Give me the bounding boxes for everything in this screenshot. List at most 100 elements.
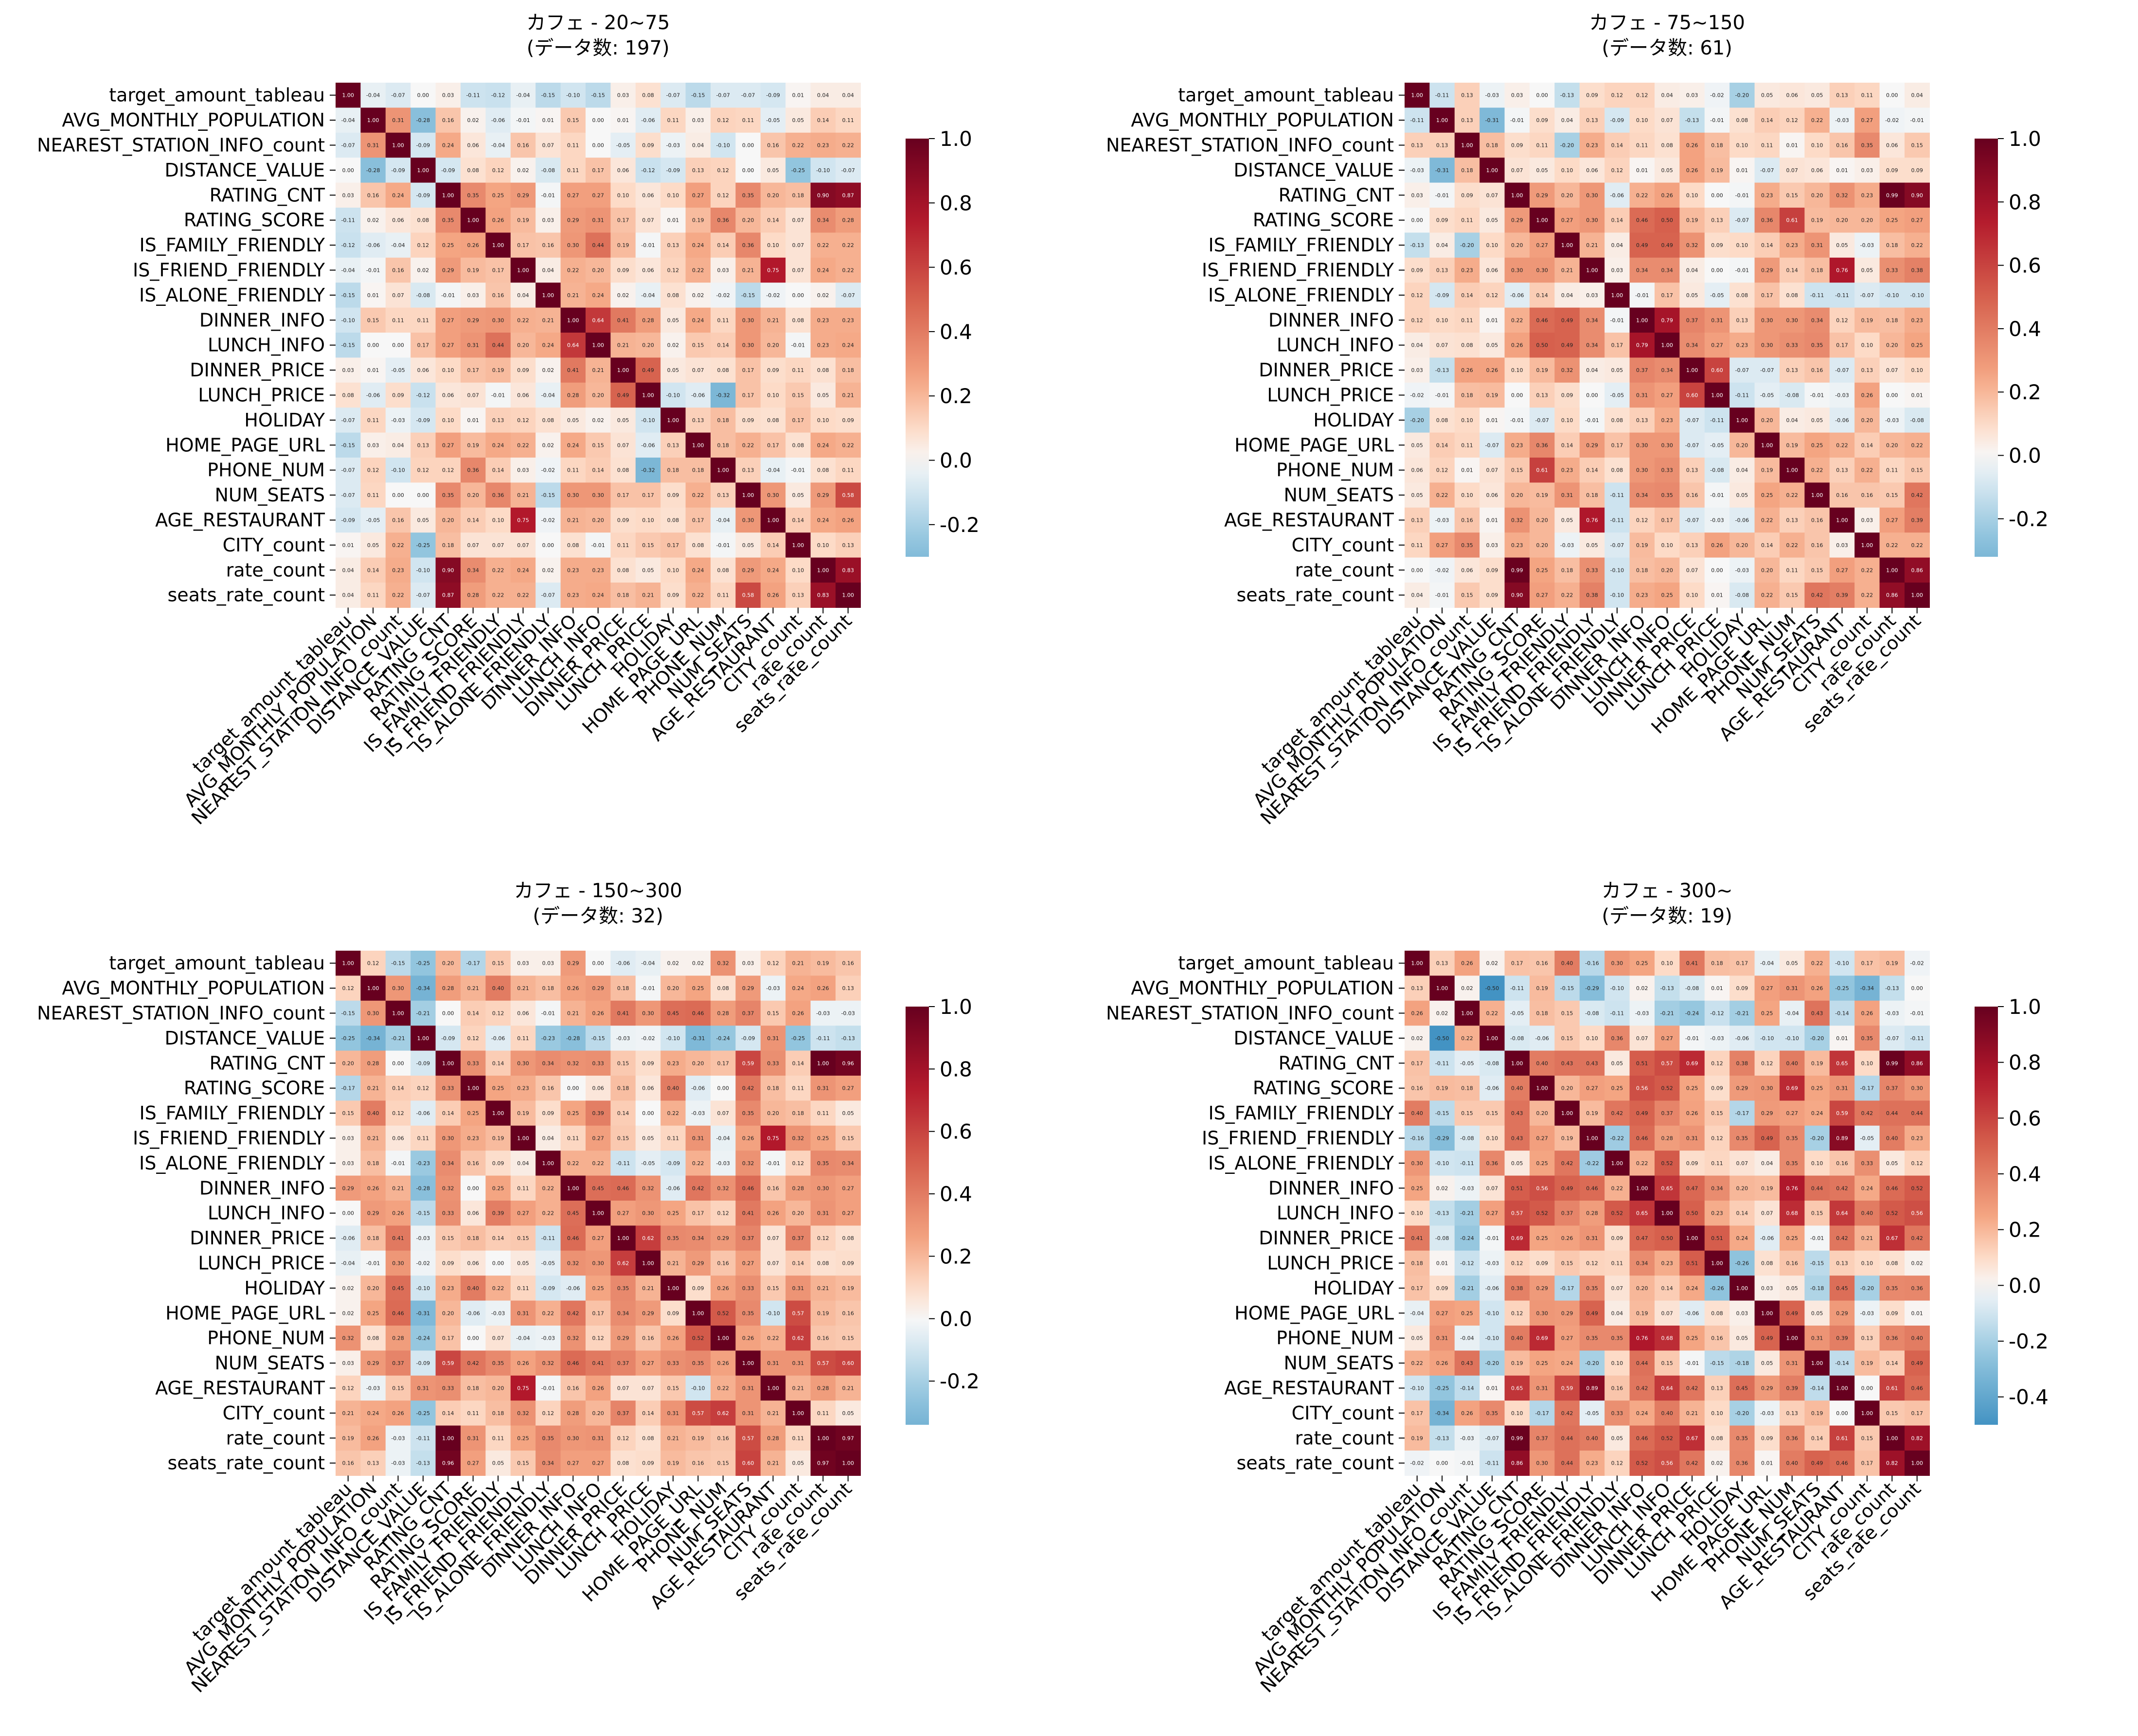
heatmap-cell [1479,1250,1505,1276]
cell-value-label: 0.09 [1436,1285,1448,1292]
heatmap-cell [385,83,411,108]
cell-value-label: 0.20 [1736,542,1748,549]
cell-value-label: 0.01 [792,92,804,99]
cell-value-label: 0.76 [1586,517,1598,524]
heatmap-cell [1405,1250,1430,1276]
heatmap-cell [660,1026,686,1051]
heatmap-cell [1530,1250,1555,1276]
cell-value-label: 0.14 [592,467,604,474]
cell-value-label: 0.47 [1686,1185,1698,1191]
cell-value-label: 0.29 [1511,217,1523,224]
cell-value-label: 0.29 [717,1235,729,1241]
heatmap-cell [635,107,661,133]
heatmap-cell [1829,283,1855,308]
heatmap-cell [435,583,461,608]
heatmap-cell [510,1250,536,1276]
heatmap-cell [735,458,761,483]
heatmap-cell [1854,1350,1880,1376]
heatmap-cell [1579,1326,1605,1351]
heatmap-cell [1454,975,1480,1001]
y-tick-label: PHONE_NUM [207,460,325,481]
cell-value-label: -0.09 [341,517,355,524]
cell-value-label: 0.00 [392,1060,404,1066]
cell-value-label: 0.28 [1661,1135,1673,1142]
heatmap-cell [410,1400,436,1426]
cell-value-label: 1.00 [1911,592,1923,599]
heatmap-cell [1479,432,1505,458]
heatmap-cell [1679,1275,1705,1301]
heatmap-cell [735,1375,761,1401]
cell-value-label: 0.00 [1411,217,1423,224]
heatmap-cell [1579,1026,1605,1051]
heatmap-cell [1879,432,1905,458]
heatmap-cell [1905,333,1930,358]
cell-value-label: 0.05 [1761,1360,1773,1366]
heatmap-cell [1429,283,1455,308]
heatmap-cell [1754,208,1780,233]
heatmap-cell [1655,583,1680,608]
heatmap-cell [1655,283,1680,308]
heatmap-cell [1780,232,1805,258]
cell-value-label: 0.34 [1636,1260,1648,1267]
y-tick-label: DINNER_PRICE [190,359,325,381]
cell-value-label: 0.13 [1586,117,1598,124]
cell-value-label: 0.21 [767,1410,779,1417]
cell-value-label: 0.10 [1811,142,1823,149]
cell-value-label: 0.21 [667,1260,679,1267]
heatmap-cell [1579,407,1605,433]
heatmap-cell [535,182,561,208]
heatmap-cell [385,1451,411,1476]
heatmap-cell [336,1326,361,1351]
cell-value-label: 0.12 [542,1410,554,1417]
heatmap-cell [836,257,861,283]
y-tick-label: CITY_count [223,534,325,556]
heatmap-cell [610,1375,636,1401]
heatmap-cell [485,507,511,533]
heatmap-cell [1554,432,1580,458]
heatmap-cell [735,583,761,608]
cell-value-label: 0.07 [1486,1185,1498,1191]
heatmap-cell [1655,1076,1680,1101]
heatmap-cell [1504,1350,1530,1376]
cell-value-label: -0.01 [1735,267,1749,274]
heatmap-cell [435,333,461,358]
cell-value-label: 0.65 [1511,1385,1523,1392]
heatmap-cell [810,83,836,108]
cell-value-label: 0.29 [1561,1310,1573,1316]
heatmap-cell [1754,557,1780,583]
heatmap-cell [1604,1175,1630,1201]
cell-value-label: 0.29 [467,317,479,323]
cell-value-label: -0.07 [1860,292,1874,299]
cell-value-label: 0.25 [367,1310,379,1316]
cell-value-label: -0.06 [491,117,505,124]
cell-value-label: 0.21 [842,392,854,399]
heatmap-cell [1780,107,1805,133]
heatmap-cell [810,232,836,258]
heatmap-cell [1854,432,1880,458]
cell-value-label: 0.14 [492,1235,504,1241]
heatmap-cell [1504,158,1530,183]
heatmap-cell [1704,1100,1730,1126]
heatmap-cell [1554,975,1580,1001]
cell-value-label: 0.12 [592,1335,604,1342]
cell-value-label: 0.27 [1561,1335,1573,1342]
heatmap-cell [1405,382,1430,408]
heatmap-cell [586,407,611,433]
cell-value-label: 0.00 [1436,1460,1448,1467]
cell-value-label: -0.03 [541,1335,555,1342]
cell-value-label: 0.30 [817,1185,829,1191]
heatmap-cell [435,1400,461,1426]
cell-value-label: -0.11 [1435,1060,1449,1066]
heatmap-cell [336,432,361,458]
cell-value-label: -0.07 [1685,417,1699,424]
heatmap-cell [1405,1050,1430,1076]
heatmap-cell [385,1050,411,1076]
cell-value-label: -0.06 [641,117,655,124]
cell-value-label: 0.27 [1786,1110,1798,1116]
cell-value-label: -0.05 [541,1260,555,1267]
heatmap-cell [735,107,761,133]
cell-value-label: 0.76 [1636,1335,1648,1342]
heatmap-cell [760,1451,786,1476]
heatmap-cell [385,507,411,533]
heatmap-cell [711,583,736,608]
